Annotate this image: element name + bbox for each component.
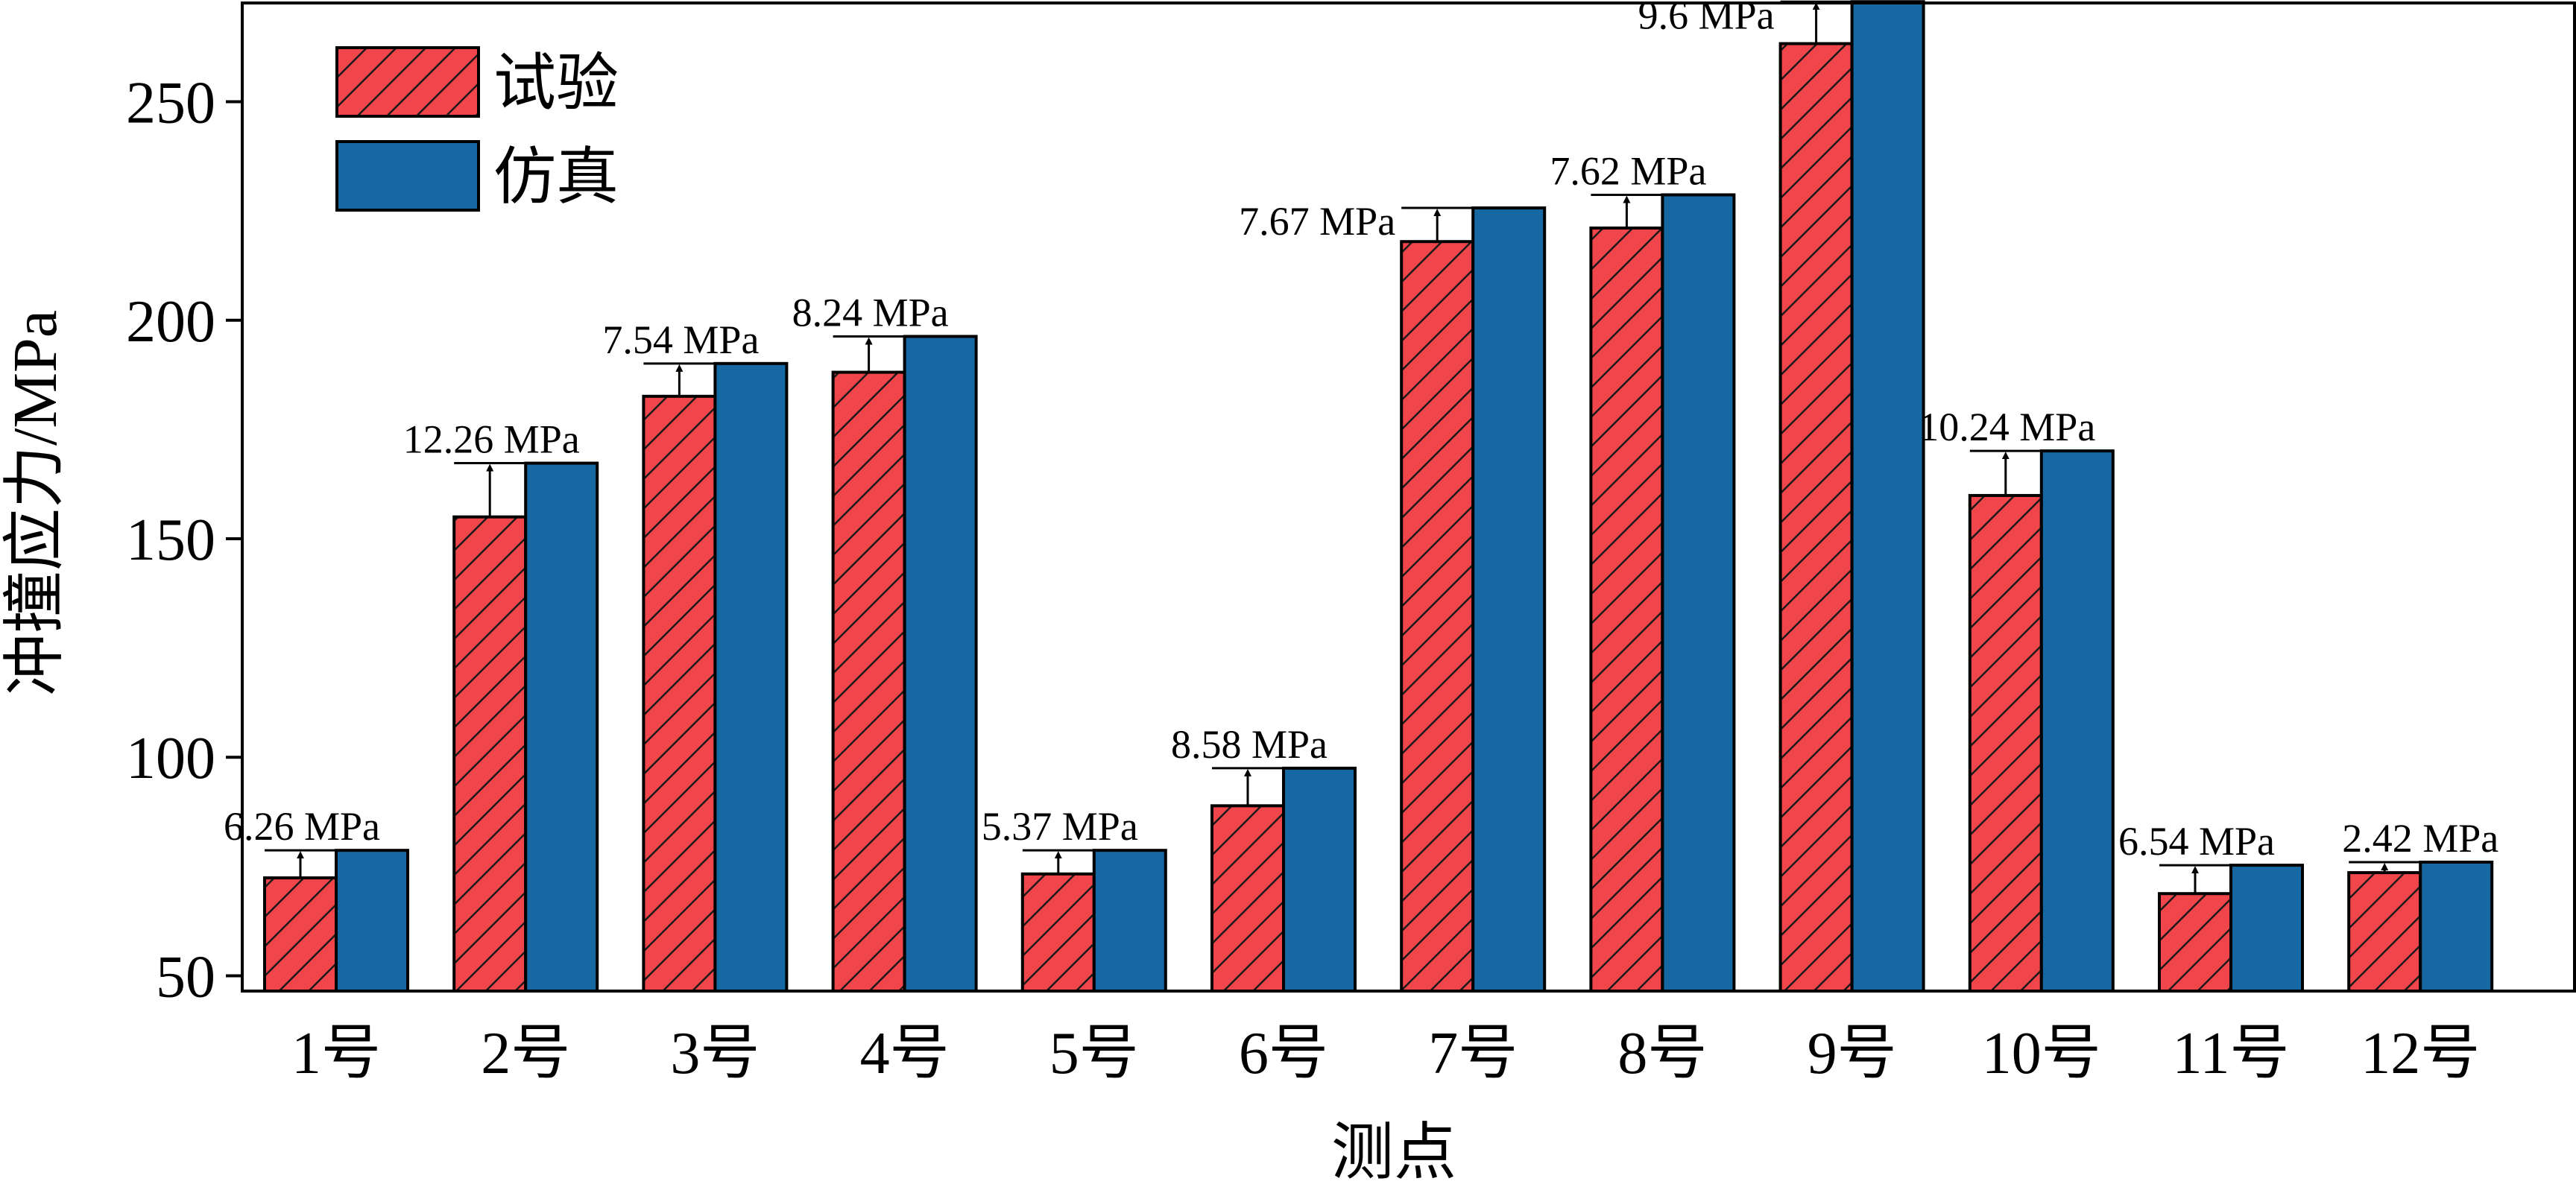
bar-experiment-1: [263, 876, 338, 993]
bar-experiment-9: [1778, 42, 1854, 993]
y-tick-label-50: 50: [156, 944, 215, 1010]
bar-experiment-6: [1210, 804, 1285, 993]
x-tick-label-12: 12号: [2361, 1021, 2480, 1086]
x-tick-label-11: 11号: [2172, 1021, 2289, 1086]
x-tick-label-9: 9号: [1808, 1021, 1897, 1086]
bar-experiment-2: [452, 515, 528, 993]
y-tick-label-200: 200: [126, 289, 215, 355]
bar-experiment-8: [1589, 227, 1664, 993]
bar-simulation-12: [2419, 860, 2494, 993]
diff-label-3: 7.54 MPa: [602, 317, 759, 362]
diff-label-1: 6.26 MPa: [224, 804, 380, 849]
x-tick-label-10: 10号: [1982, 1021, 2101, 1086]
x-tick-label-6: 6号: [1239, 1021, 1328, 1086]
x-tick-label-3: 3号: [670, 1021, 760, 1086]
diff-label-6: 8.58 MPa: [1171, 722, 1328, 767]
bar-simulation-1: [335, 849, 409, 993]
diff-label-8: 7.62 MPa: [1550, 148, 1706, 193]
x-axis-title: 测点: [1331, 1118, 1456, 1188]
bar-simulation-2: [524, 461, 599, 993]
legend-label-experiment: 试验: [493, 49, 619, 118]
bar-simulation-10: [2039, 449, 2115, 993]
legend-label-simulation: 仿真: [493, 143, 619, 212]
bar-simulation-7: [1471, 206, 1547, 993]
bar-simulation-6: [1282, 766, 1357, 993]
legend-swatch-simulation: [335, 140, 480, 212]
annotations-layer: 6.26 MPa 12.26 MPa 7.54 MPa 8.24 MPa 5.37 MP…: [224, 0, 2498, 894]
bar-experiment-7: [1400, 240, 1475, 993]
bar-experiment-10: [1968, 493, 2043, 993]
x-tick-label-8: 8号: [1617, 1021, 1707, 1086]
y-axis-title: 冲撞应力/MPa: [1, 310, 70, 696]
axes-layer: 1号 2号 3号 4号 5号 6号 7号 8号 9号 10号 11号 12号 50 100 150 200 25…: [126, 1, 2576, 1086]
y-tick-label-150: 150: [126, 507, 215, 573]
diff-label-12: 2.42 MPa: [2342, 816, 2498, 861]
plot-frame: [241, 1, 2576, 993]
diff-label-5: 5.37 MPa: [982, 804, 1138, 849]
diff-label-10: 10.24 MPa: [1919, 405, 2095, 449]
x-tick-label-4: 4号: [860, 1021, 950, 1086]
bar-experiment-4: [831, 370, 906, 993]
bar-experiment-3: [642, 394, 717, 993]
bar-experiment-5: [1020, 872, 1096, 993]
bar-simulation-8: [1661, 193, 1736, 993]
diff-label-9: 9.6 MPa: [1638, 0, 1775, 37]
y-tick-label-250: 250: [126, 71, 215, 136]
bar-simulation-4: [903, 335, 978, 993]
legend-swatch-experiment: [335, 46, 480, 118]
x-tick-label-7: 7号: [1428, 1021, 1518, 1086]
bar-simulation-9: [1850, 0, 1925, 993]
bars-layer: [263, 0, 2494, 993]
x-tick-label-5: 5号: [1049, 1021, 1139, 1086]
diff-label-7: 7.67 MPa: [1239, 199, 1395, 244]
bar-simulation-5: [1092, 849, 1167, 993]
x-tick-label-1: 1号: [291, 1021, 381, 1086]
bar-simulation-11: [2229, 864, 2304, 993]
diff-label-4: 8.24 MPa: [792, 290, 949, 335]
x-tick-label-2: 2号: [481, 1021, 570, 1086]
diff-label-11: 6.54 MPa: [2118, 819, 2275, 864]
bar-experiment-11: [2158, 892, 2232, 993]
y-tick-label-100: 100: [126, 726, 215, 791]
bar-experiment-12: [2347, 871, 2422, 993]
diff-label-2: 12.26 MPa: [403, 417, 580, 462]
bar-simulation-3: [713, 361, 789, 993]
